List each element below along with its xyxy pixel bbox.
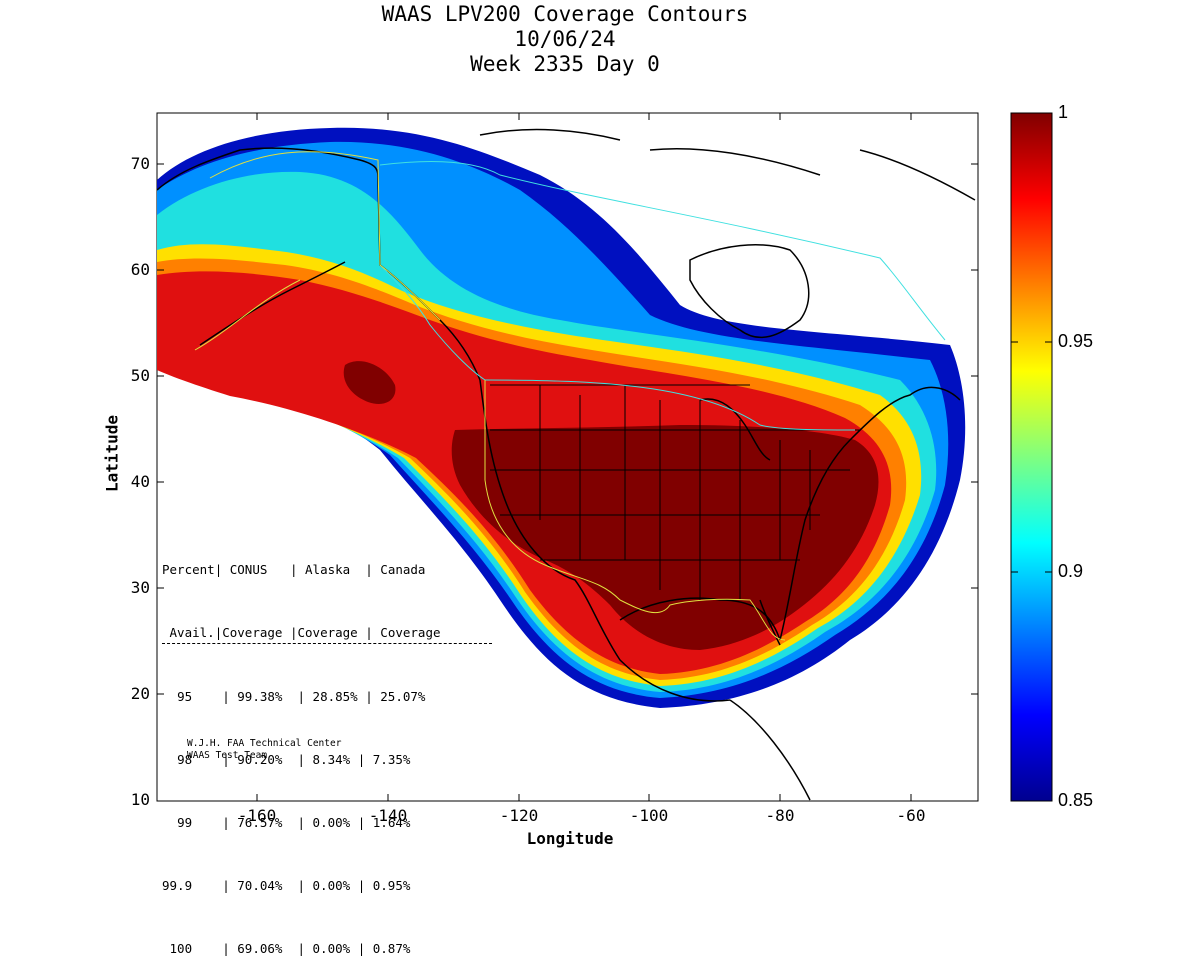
y-tick-10: 10: [130, 790, 150, 809]
map-week: Week 2335 Day 0: [470, 52, 660, 76]
colorbar-tick-0.95: 0.95: [1058, 331, 1094, 351]
x-tick-120: -120: [499, 806, 539, 825]
fir-borders-cyan: [379, 160, 946, 431]
row-conus: 99.38%: [237, 689, 283, 704]
row-conus: 76.57%: [237, 815, 283, 830]
colorbar: [1010, 112, 1053, 802]
contour-1.0: [451, 425, 879, 650]
x-tick-160: -160: [237, 806, 277, 825]
hdr-cov-canada: Coverage: [380, 625, 441, 640]
hdr-cov-alaska: Coverage: [297, 625, 358, 640]
x-tick-140: -140: [368, 806, 408, 825]
us-west-coast: [479, 379, 731, 702]
row-pct: 95: [177, 689, 193, 704]
hdr-canada: Canada: [380, 562, 426, 577]
x-tick-60: -60: [896, 806, 926, 825]
hdr-avail: Avail.: [169, 625, 215, 640]
row-canada: 0.87%: [372, 941, 411, 956]
florida: [759, 599, 781, 646]
stats-row: 100 | 69.06% | 0.00% | 0.87%: [169, 941, 411, 956]
stats-row: 98 | 90.20% | 8.34% | 7.35%: [177, 752, 411, 767]
stats-row: 99 | 76.57% | 0.00% | 1.64%: [177, 815, 411, 830]
colorbar-tick-0.9: 0.9: [1058, 561, 1084, 581]
us-east-coast: [779, 439, 851, 641]
colorbar-tick-1: 1: [1058, 102, 1069, 122]
coverage-map: [156, 112, 1053, 802]
stats-row: 95 | 99.38% | 28.85% | 25.07%: [177, 689, 426, 704]
contour-1.0-pacific: [343, 361, 396, 405]
y-tick-70: 70: [130, 154, 150, 173]
x-tick-100: -100: [629, 806, 669, 825]
row-canada: 1.64%: [372, 815, 411, 830]
stats-header-2: Avail.|Coverage |Coverage | Coverage: [162, 622, 492, 644]
great-lakes: [699, 398, 771, 461]
coverage-contours: [157, 127, 976, 801]
row-pct: 99.9: [162, 878, 193, 893]
canada-east-coast: [849, 386, 961, 441]
stats-row: 99.9 | 70.04% | 0.00% | 0.95%: [162, 878, 411, 893]
axis-ticks: [157, 113, 978, 801]
credit-line-2: WAAS Test Team: [187, 750, 268, 761]
state-borders: [490, 384, 860, 600]
hdr-conus: CONUS: [229, 562, 268, 577]
hdr-cov-conus: Coverage: [222, 625, 283, 640]
row-conus: 90.20%: [237, 752, 283, 767]
arctic-islands: [479, 128, 976, 201]
row-conus: 69.06%: [237, 941, 283, 956]
row-pct: 100: [169, 941, 193, 956]
hdr-alaska: Alaska: [305, 562, 351, 577]
row-canada: 0.95%: [372, 878, 411, 893]
credit-line-1: W.J.H. FAA Technical Center: [187, 738, 342, 749]
row-pct: 99: [177, 815, 193, 830]
row-canada: 25.07%: [380, 689, 426, 704]
y-tick-30: 30: [130, 578, 150, 597]
x-tick-80: -80: [765, 806, 795, 825]
stats-header-1: Percent| CONUS | Alaska | Canada: [162, 562, 426, 577]
y-tick-20: 20: [130, 684, 150, 703]
row-alaska: 8.34%: [312, 752, 351, 767]
row-canada: 7.35%: [372, 752, 411, 767]
row-alaska: 0.00%: [312, 815, 351, 830]
coastlines: [157, 128, 976, 801]
colorbar-tick-0.85: 0.85: [1058, 790, 1094, 810]
row-alaska: 28.85%: [312, 689, 358, 704]
row-alaska: 0.00%: [312, 941, 351, 956]
y-axis-label: Latitude: [102, 414, 122, 493]
y-tick-60: 60: [130, 260, 150, 279]
y-tick-50: 50: [130, 366, 150, 385]
map-date: 10/06/24: [514, 27, 616, 51]
row-conus: 70.04%: [237, 878, 283, 893]
row-alaska: 0.00%: [312, 878, 351, 893]
x-axis-label: Longitude: [526, 829, 614, 848]
credit-block: W.J.H. FAA Technical Center WAAS Test Te…: [187, 738, 341, 762]
hdr-percent: Percent: [162, 562, 215, 577]
map-title: WAAS LPV200 Coverage Contours: [381, 2, 749, 26]
row-pct: 98: [177, 752, 193, 767]
hudson-bay: [689, 244, 810, 339]
y-tick-40: 40: [130, 472, 150, 491]
colorbar-ticks: [1011, 341, 1052, 573]
fir-borders-yellow: [194, 151, 786, 641]
aleutian-chain: [199, 261, 346, 346]
alaska-coast: [157, 147, 481, 381]
central-america: [729, 699, 811, 801]
